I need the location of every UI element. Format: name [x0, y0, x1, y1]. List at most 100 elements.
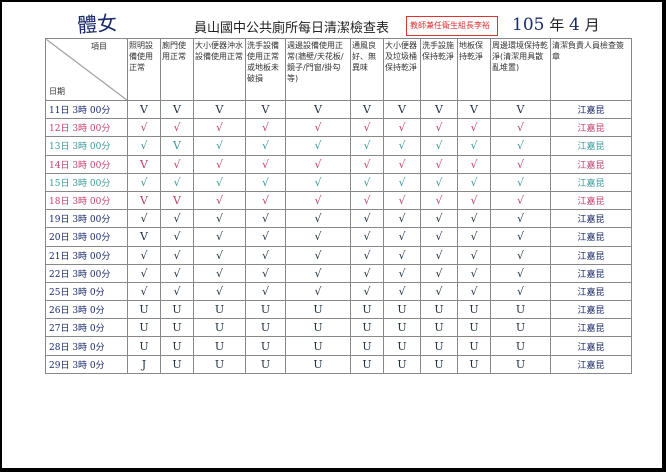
- column-header: 大小便器沖水設備使用正常: [193, 38, 246, 101]
- table-row: 27日 3時 0分 U U U U U U U U U U 江嘉昆: [45, 318, 632, 338]
- date-cell: 11日 3時 00分: [45, 99, 128, 120]
- date-cell: 18日 3時 00分: [45, 190, 128, 211]
- table-row: 15日 3時 00分 √ √ √ √ √ √ √ √ √ √ 江嘉昆: [45, 172, 632, 192]
- check-mark: √: [193, 172, 246, 192]
- check-mark: U: [160, 300, 194, 320]
- check-mark: U: [245, 354, 286, 374]
- column-header: 洗手設施保持乾淨: [420, 38, 458, 101]
- signature: 江嘉昆: [550, 263, 632, 283]
- check-mark: U: [490, 354, 551, 374]
- check-mark: U: [160, 354, 194, 374]
- check-mark: √: [457, 281, 491, 302]
- check-mark: √: [457, 263, 491, 283]
- check-mark: √: [490, 281, 551, 302]
- check-mark: V: [350, 99, 384, 120]
- check-mark: √: [420, 209, 458, 229]
- check-mark: √: [490, 190, 551, 211]
- check-mark: U: [490, 318, 551, 338]
- check-mark: U: [420, 354, 458, 374]
- check-mark: √: [193, 190, 246, 211]
- check-mark: √: [457, 154, 491, 174]
- check-mark: V: [245, 99, 286, 120]
- check-mark: √: [420, 118, 458, 138]
- check-mark: U: [420, 300, 458, 320]
- signature: 江嘉昆: [550, 245, 632, 265]
- check-mark: V: [127, 190, 161, 211]
- date-cell: 20日 3時 00分: [45, 227, 128, 247]
- check-mark: √: [350, 209, 384, 229]
- table-row: 14日 3時 00分 V √ √ √ √ √ √ √ √ √ 江嘉昆: [45, 154, 632, 174]
- check-mark: U: [160, 318, 194, 338]
- check-mark: √: [420, 190, 458, 211]
- check-mark: √: [160, 281, 194, 302]
- check-mark: V: [160, 136, 194, 156]
- check-mark: √: [193, 209, 246, 229]
- signature: 江嘉昆: [550, 190, 632, 211]
- check-mark: √: [457, 190, 491, 211]
- table-row: 28日 3時 0分 U U U U U U U U U U 江嘉昆: [45, 336, 632, 356]
- official-stamp: 教師兼任衛生組長李裕: [406, 16, 498, 36]
- check-mark: √: [383, 281, 421, 302]
- check-mark: √: [420, 172, 458, 192]
- check-mark: U: [457, 300, 491, 320]
- signature: 江嘉昆: [550, 172, 632, 192]
- check-mark: U: [383, 300, 421, 320]
- check-mark: √: [245, 245, 286, 265]
- table-row: 19日 3時 00分 √ √ √ √ √ √ √ √ √ √ 江嘉昆: [45, 209, 632, 229]
- check-mark: √: [383, 154, 421, 174]
- check-mark: √: [127, 281, 161, 302]
- check-mark: √: [285, 209, 351, 229]
- check-mark: √: [127, 245, 161, 265]
- check-mark: √: [245, 209, 286, 229]
- check-mark: √: [160, 172, 194, 192]
- column-header: 大小便器及垃圾桶保持乾淨: [383, 38, 421, 101]
- column-header: 廁門使用正常: [160, 38, 194, 101]
- check-mark: U: [160, 336, 194, 356]
- check-mark: U: [420, 336, 458, 356]
- check-mark: U: [490, 336, 551, 356]
- month-label: 月: [584, 16, 600, 34]
- check-mark: √: [383, 245, 421, 265]
- check-mark: √: [245, 136, 286, 156]
- check-mark: √: [420, 136, 458, 156]
- table-row: 25日 3時 0分 √ √ √ √ √ √ √ √ √ √ 江嘉昆: [45, 281, 632, 302]
- form-title: 員山國中公共廁所每日清潔檢查表: [194, 21, 390, 36]
- table-row: 26日 3時 0分 U U U U U U U U U U 江嘉昆: [45, 300, 632, 320]
- check-mark: √: [457, 245, 491, 265]
- check-mark: U: [383, 336, 421, 356]
- check-mark: √: [383, 263, 421, 283]
- check-mark: √: [350, 154, 384, 174]
- check-mark: √: [285, 227, 351, 247]
- check-mark: U: [193, 300, 246, 320]
- check-mark: √: [420, 281, 458, 302]
- date-cell: 22日 3時 00分: [45, 263, 128, 283]
- check-mark: U: [383, 318, 421, 338]
- check-mark: √: [127, 136, 161, 156]
- check-mark: √: [383, 209, 421, 229]
- signature: 江嘉昆: [550, 318, 632, 338]
- year-value: 105: [512, 15, 545, 35]
- check-mark: √: [193, 281, 246, 302]
- check-mark: √: [490, 118, 551, 138]
- column-header: 洗手設備使用正常或地板未破損: [245, 38, 286, 101]
- check-mark: √: [490, 245, 551, 265]
- check-mark: √: [285, 172, 351, 192]
- signature: 江嘉昆: [550, 118, 632, 138]
- check-mark: √: [193, 245, 246, 265]
- check-mark: U: [127, 300, 161, 320]
- handwritten-note: 體女: [76, 10, 118, 38]
- check-mark: √: [160, 209, 194, 229]
- check-mark: √: [420, 227, 458, 247]
- corner-header: 項目 日期: [45, 38, 128, 101]
- check-mark: U: [350, 354, 384, 374]
- check-mark: √: [285, 190, 351, 211]
- date-cell: 29日 3時 0分: [45, 354, 128, 374]
- check-mark: U: [285, 354, 351, 374]
- check-mark: V: [127, 154, 161, 174]
- date-cell: 25日 3時 0分: [45, 281, 128, 302]
- check-mark: U: [193, 318, 246, 338]
- signature: 江嘉昆: [550, 281, 632, 302]
- check-mark: U: [285, 318, 351, 338]
- check-mark: √: [285, 136, 351, 156]
- check-mark: √: [490, 172, 551, 192]
